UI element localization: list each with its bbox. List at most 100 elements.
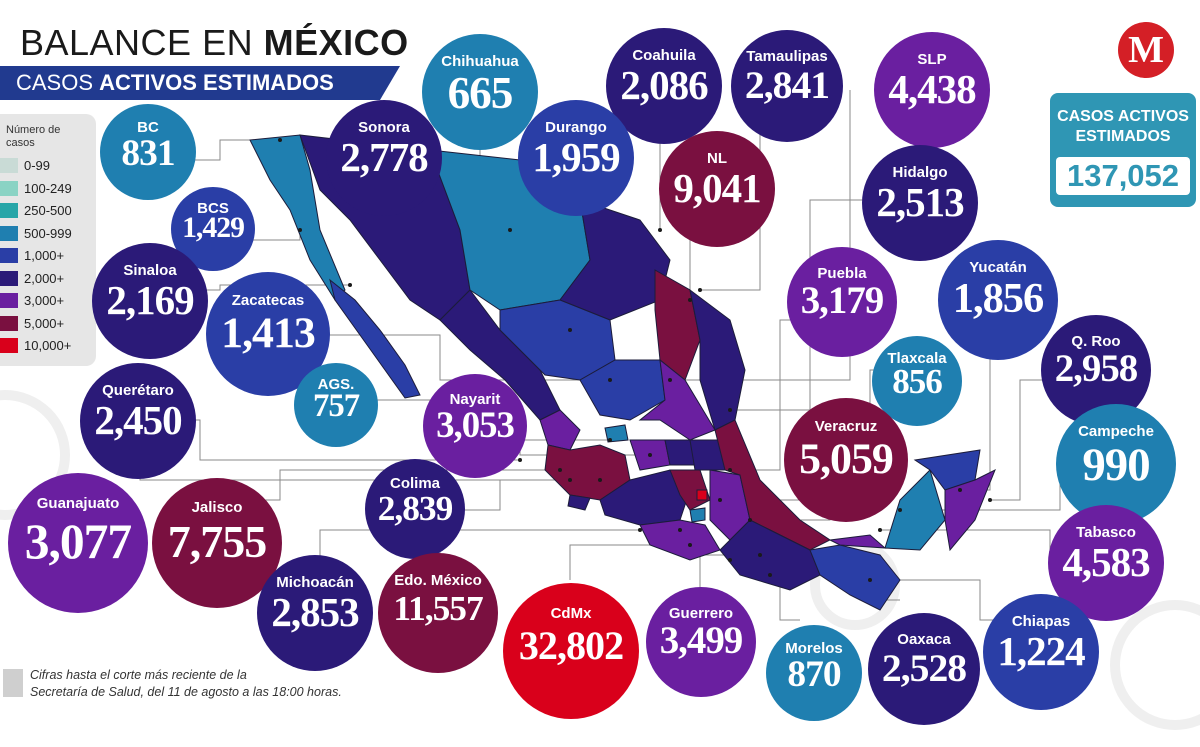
state-value: 2,841 (744, 62, 830, 107)
subtitle-bold-text: ACTIVOS ESTIMADOS (99, 70, 334, 95)
legend-item: 100-249 (0, 179, 96, 198)
state-value: 32,802 (518, 623, 624, 669)
state-bubble: Chiapas 1,224 (983, 594, 1099, 710)
state-name: Coahuila (632, 46, 696, 64)
state-value: 665 (447, 67, 514, 118)
state-value: 1,413 (221, 309, 316, 358)
state-name: Tamaulipas (746, 47, 828, 65)
state-value: 2,513 (876, 178, 964, 225)
legend: Número de casos 0-99 100-249 250-500 500-99… (0, 114, 96, 366)
state-value: 2,450 (94, 396, 182, 443)
state-bubble: Yucatán 1,856 (938, 240, 1058, 360)
legend-label: 100-249 (24, 180, 72, 196)
legend-swatch (0, 270, 18, 286)
state-name: Jalisco (191, 498, 243, 516)
state-name: AGS. (317, 376, 355, 394)
state-bubble: Oaxaca 2,528 (868, 613, 980, 725)
state-bubble: BC 831 (100, 104, 196, 200)
state-bubble: Morelos 870 (766, 625, 862, 721)
state-bubble: Durango 1,959 (518, 100, 634, 216)
page-title: BALANCE EN MÉXICO (20, 22, 409, 64)
state-bubble: Guanajuato 3,077 (8, 473, 148, 613)
state-name: Puebla (817, 264, 867, 282)
state-name: Sonora (358, 118, 410, 136)
state-bubble: Sonora 2,778 (326, 100, 442, 216)
state-value: 4,438 (888, 65, 976, 112)
state-value: 2,778 (340, 133, 428, 180)
state-bubble: Sinaloa 2,169 (92, 243, 208, 359)
state-value: 2,853 (271, 588, 359, 635)
state-name: CdMx (550, 604, 592, 622)
state-value: 4,583 (1062, 538, 1150, 585)
state-name: Zacatecas (231, 291, 305, 309)
state-value: 990 (1082, 439, 1150, 492)
legend-item: 500-999 (0, 224, 96, 243)
state-bubble: Coahuila 2,086 (606, 28, 722, 144)
legend-swatch (0, 158, 18, 173)
legend-label: 2,000+ (24, 270, 65, 286)
title-bold-text: MÉXICO (263, 22, 409, 63)
total-label-line1: CASOS ACTIVOS (1057, 108, 1189, 125)
decorative-virus-outline (1110, 600, 1200, 730)
state-value: 1,429 (182, 212, 245, 245)
state-value: 1,959 (532, 133, 620, 180)
state-value: 2,958 (1054, 347, 1139, 391)
state-name: BC (137, 119, 159, 137)
state-value: 2,528 (881, 645, 967, 690)
legend-item: 3,000+ (0, 291, 96, 310)
state-value: 5,059 (799, 435, 894, 484)
total-label: CASOS ACTIVOS ESTIMADOS (1050, 107, 1196, 147)
milenio-logo: M (1118, 22, 1174, 78)
state-name: Sinaloa (123, 261, 177, 279)
state-value: 2,169 (106, 276, 194, 323)
legend-label: 1,000+ (24, 248, 65, 263)
legend-item: 5,000+ (0, 314, 96, 333)
state-bubble: Chihuahua 665 (422, 34, 538, 150)
state-value: 870 (787, 653, 841, 695)
state-name: Oaxaca (897, 630, 951, 648)
footnote: Cifras hasta el corte más reciente de la… (30, 667, 342, 701)
state-bubble: Michoacán 2,853 (257, 555, 373, 671)
footnote-line2: Secretaría de Salud, del 11 de agosto a … (30, 685, 342, 699)
state-bubble: CdMx 32,802 (503, 583, 639, 719)
legend-swatch (0, 225, 18, 241)
state-bubble: Veracruz 5,059 (784, 398, 908, 522)
legend-label: 500-999 (24, 225, 72, 241)
state-bubble: Tlaxcala 856 (872, 336, 962, 426)
legend-swatch (0, 315, 18, 331)
state-name: Tabasco (1076, 523, 1136, 541)
state-value: 9,041 (673, 164, 761, 211)
map-region-morelos (689, 507, 706, 523)
state-value: 3,179 (800, 279, 885, 323)
map-region-michoacan (599, 469, 691, 526)
state-name: Michoacán (276, 573, 354, 591)
state-name: Nayarit (449, 390, 501, 408)
legend-label: 5,000+ (24, 315, 65, 331)
state-name: Yucatán (969, 259, 1027, 277)
total-box: CASOS ACTIVOS ESTIMADOS 137,052 (1050, 93, 1196, 207)
map-region-qroo (944, 468, 996, 552)
legend-item: 2,000+ (0, 269, 96, 288)
state-bubble: Colima 2,839 (365, 459, 465, 559)
state-name: Querétaro (102, 381, 174, 399)
legend-item: 1,000+ (0, 246, 96, 265)
state-name: Guerrero (668, 604, 734, 622)
state-name: Morelos (785, 640, 843, 658)
leader-dots (278, 138, 992, 582)
legend-swatch (0, 203, 18, 218)
map-region-campeche (884, 469, 946, 551)
state-bubble: Tabasco 4,583 (1048, 505, 1164, 621)
state-value: 11,557 (393, 588, 483, 629)
map-region-slp (638, 358, 716, 441)
map-region-cdmx (696, 489, 708, 501)
state-name: Hidalgo (892, 163, 948, 181)
legend-item: 250-500 (0, 201, 96, 220)
state-value: 2,839 (377, 488, 454, 528)
state-value: 3,077 (24, 514, 132, 570)
state-value: 7,755 (167, 516, 268, 568)
state-name: Chihuahua (441, 52, 519, 70)
subtitle-light-text: CASOS (16, 70, 100, 95)
state-bubble: Hidalgo 2,513 (862, 145, 978, 261)
state-bubble: AGS. 757 (294, 363, 378, 447)
